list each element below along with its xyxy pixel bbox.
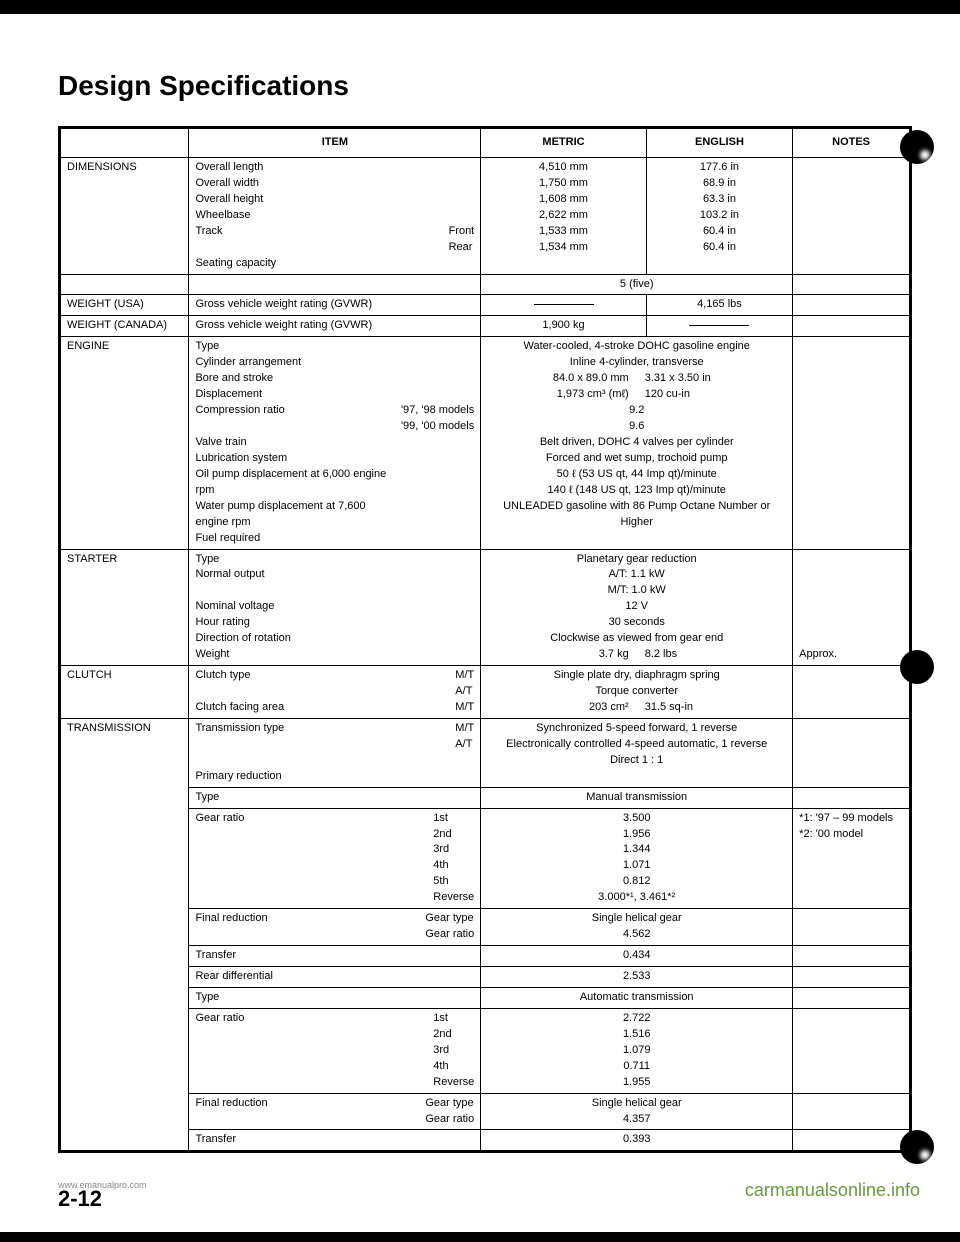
weight-usa-metric: [481, 295, 647, 316]
cat-weight-usa: WEIGHT (USA): [61, 295, 189, 316]
at-type-value: Automatic transmission: [481, 987, 793, 1008]
dim-label: Track: [195, 224, 440, 240]
dim-notes: [793, 157, 910, 274]
mt-type-label: Type: [189, 787, 481, 808]
hole-punch-icon: [900, 650, 934, 684]
at-final-items: Final reductionGear type Gear ratio: [189, 1093, 481, 1130]
cat-weight-can: WEIGHT (CANADA): [61, 316, 189, 337]
weight-can-item: Gross vehicle weight rating (GVWR): [189, 316, 481, 337]
mt-type-value: Manual transmission: [481, 787, 793, 808]
at-final-values: Single helical gear 4.357: [481, 1093, 793, 1130]
rear-diff-value: 2.533: [481, 967, 793, 988]
cat-clutch: CLUTCH: [61, 666, 189, 719]
mt-gear-values: 3.500 1.956 1.344 1.071 0.812 3.000*¹, 3…: [481, 808, 793, 909]
dim-label: Overall length: [195, 160, 440, 176]
at-gear-values: 2.722 1.516 1.079 0.711 1.955: [481, 1008, 793, 1093]
hole-punch-icon: [900, 1130, 934, 1164]
dim-sub: Front: [449, 224, 475, 240]
engine-items: Type Cylinder arrangement Bore and strok…: [189, 337, 481, 549]
rear-diff-label: Rear differential: [189, 967, 481, 988]
at-transfer-label: Transfer: [189, 1130, 481, 1151]
header-item: ITEM: [189, 129, 481, 158]
spec-table: ITEM METRIC ENGLISH NOTES DIMENSIONS Ove…: [60, 128, 910, 1151]
dim-metric: 4,510 mm 1,750 mm 1,608 mm 2,622 mm 1,53…: [481, 157, 647, 274]
mt-gear-notes: *1: '97 – 99 models *2: '00 model: [793, 808, 910, 909]
cat-engine: ENGINE: [61, 337, 189, 549]
dim-label: Wheelbase: [195, 208, 440, 224]
starter-note: Approx.: [793, 549, 910, 666]
header-metric: METRIC: [481, 129, 647, 158]
mt-gear-items: Gear ratio1st 2nd 3rd 4th 5th Reverse: [189, 808, 481, 909]
starter-values: Planetary gear reduction A/T: 1.1 kW M/T…: [481, 549, 793, 666]
cat-transmission: TRANSMISSION: [61, 718, 189, 1151]
mt-final-items: Final reductionGear type Gear ratio: [189, 909, 481, 946]
seating-capacity-value: 5 (five): [481, 274, 793, 295]
black-bar-bottom: [0, 1232, 960, 1242]
starter-items: Type Normal output Nominal voltage Hour …: [189, 549, 481, 666]
dim-items: Overall length Overall width Overall hei…: [189, 157, 481, 274]
site-link: carmanualsonline.info: [745, 1180, 920, 1212]
weight-usa-english: 4,165 lbs: [646, 295, 792, 316]
trans-type-values: Synchronized 5-speed forward, 1 reverse …: [481, 718, 793, 787]
page-title: Design Specifications: [58, 70, 912, 102]
cat-starter: STARTER: [61, 549, 189, 666]
dim-label: Seating capacity: [195, 256, 440, 272]
mt-transfer-value: 0.434: [481, 946, 793, 967]
black-bar-top: [0, 0, 960, 14]
hole-punch-icon: [900, 130, 934, 164]
footer: www.emanualpro.com 2-12 carmanualsonline…: [0, 1180, 960, 1212]
dim-label: Overall height: [195, 192, 440, 208]
mt-transfer-label: Transfer: [189, 946, 481, 967]
dim-label: Overall width: [195, 176, 440, 192]
page-number: 2-12: [58, 1186, 102, 1211]
trans-type-items: Transmission typeM/T A/T Primary reducti…: [189, 718, 481, 787]
header-blank: [61, 129, 189, 158]
dim-english: 177.6 in 68.9 in 63.3 in 103.2 in 60.4 i…: [646, 157, 792, 274]
at-gear-items: Gear ratio1st 2nd 3rd 4th Reverse: [189, 1008, 481, 1093]
dim-sub: Rear: [449, 240, 475, 256]
cat-dimensions: DIMENSIONS: [61, 157, 189, 274]
weight-usa-item: Gross vehicle weight rating (GVWR): [189, 295, 481, 316]
weight-can-metric: 1,900 kg: [481, 316, 647, 337]
weight-can-english: [646, 316, 792, 337]
header-english: ENGLISH: [646, 129, 792, 158]
mt-final-values: Single helical gear 4.562: [481, 909, 793, 946]
engine-values: Water-cooled, 4-stroke DOHC gasoline eng…: [481, 337, 793, 549]
clutch-items: Clutch typeM/T A/T Clutch facing areaM/T: [189, 666, 481, 719]
at-transfer-value: 0.393: [481, 1130, 793, 1151]
at-type-label: Type: [189, 987, 481, 1008]
clutch-values: Single plate dry, diaphragm spring Torqu…: [481, 666, 793, 719]
header-notes: NOTES: [793, 129, 910, 158]
